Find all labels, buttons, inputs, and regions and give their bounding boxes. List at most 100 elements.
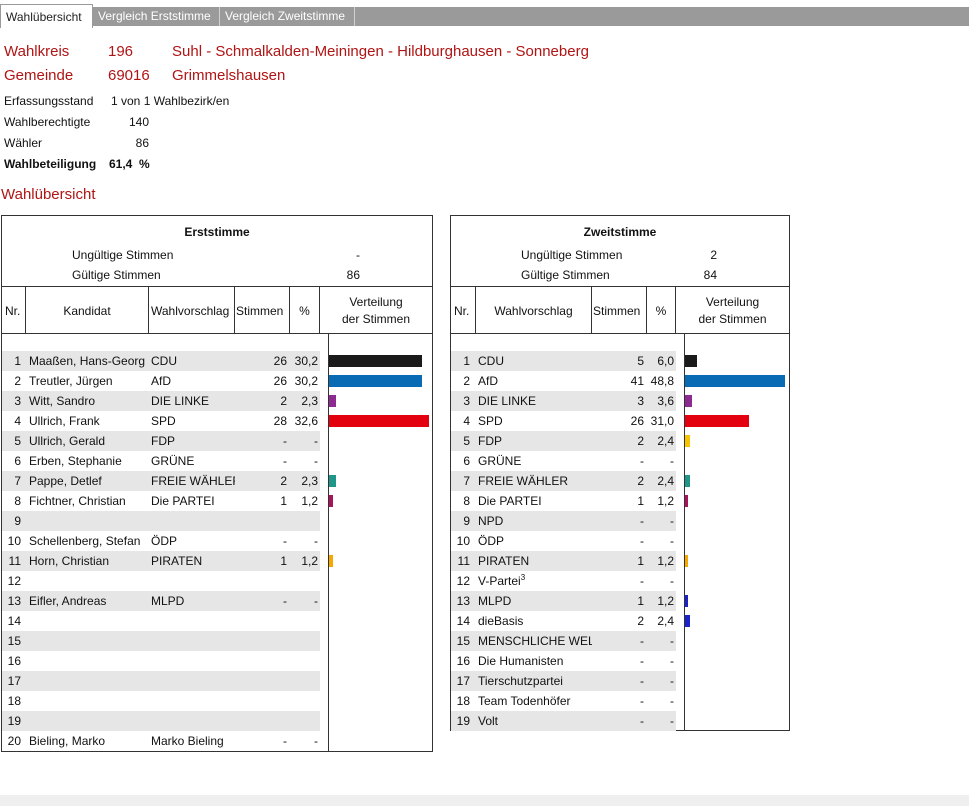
wahlvorschlag: dieBasis	[478, 611, 592, 631]
percent-value: 1,2	[657, 554, 674, 568]
percent-value: -	[314, 434, 318, 448]
stimmen-value: 5	[637, 354, 644, 368]
wahlvorschlag-label: NPD	[478, 514, 504, 528]
stimmen-value: -	[283, 594, 287, 608]
kandidat-name: Horn, Christian	[29, 554, 110, 568]
wahlvorschlag: V-Partei3	[478, 571, 592, 591]
vote-bar	[329, 555, 333, 567]
wahlvorschlag-label: Die Humanisten	[478, 654, 564, 668]
row-nr: 5	[463, 434, 470, 448]
wahlvorschlag: PIRATEN	[478, 551, 592, 571]
wahlvorschlag: MENSCHLICHE WELT	[478, 631, 592, 651]
wahlvorschlag: SPD	[478, 411, 592, 431]
column-divider	[475, 286, 476, 333]
erfassungsstand-value: 1 von 1 Wahlbezirk/en	[111, 94, 230, 108]
ungueltige-stimmen-value: -	[356, 248, 360, 262]
percent-value: 48,8	[650, 374, 674, 388]
stimmen-value: -	[640, 574, 644, 588]
gueltige-stimmen-value: 84	[703, 268, 717, 282]
bar-axis-line	[328, 333, 329, 751]
table-row: 6 GRÜNE - -	[451, 451, 676, 471]
table-row: 14 dieBasis 2 2,4	[451, 611, 676, 631]
wahlvorschlag-label: PIRATEN	[478, 554, 530, 568]
table-row: 9	[2, 511, 320, 531]
table-row: 17 Tierschutzpartei - -	[451, 671, 676, 691]
table-row: 13 MLPD 1 1,2	[451, 591, 676, 611]
percent-value: -	[670, 514, 674, 528]
column-header-nr: Nr.	[454, 304, 470, 318]
row-nr: 7	[14, 474, 21, 488]
percent-value: -	[670, 714, 674, 728]
table-row: 6 Erben, Stephanie GRÜNE - -	[2, 451, 320, 471]
vote-bar	[329, 355, 422, 367]
kandidat-name: Ullrich, Gerald	[29, 434, 106, 448]
row-nr: 16	[456, 654, 470, 668]
percent-value: -	[670, 574, 674, 588]
wahlvorschlag-label: MENSCHLICHE WELT	[478, 634, 592, 648]
stimmen-value: 1	[637, 594, 644, 608]
tab-wahluebersicht[interactable]: Wahlübersicht	[0, 4, 93, 28]
table-row: 7 Pappe, Detlef FREIE WÄHLER 2 2,3	[2, 471, 320, 491]
vote-bar	[685, 495, 688, 507]
ungueltige-stimmen-value: 2	[710, 248, 717, 262]
kandidat-name: Erben, Stephanie	[29, 454, 122, 468]
vote-bar	[685, 395, 692, 407]
wahlvorschlag-label: FREIE WÄHLER	[478, 474, 569, 488]
tab-vergleich-erststimme[interactable]: Vergleich Erststimme	[93, 7, 220, 26]
kandidat-name: Fichtner, Christian	[29, 494, 126, 508]
wahlvorschlag-label: Die PARTEI	[478, 494, 542, 508]
stimmen-value: -	[640, 454, 644, 468]
stimmen-value: -	[283, 454, 287, 468]
percent-value: -	[670, 534, 674, 548]
column-divider	[646, 286, 647, 333]
stimmen-value: 2	[637, 434, 644, 448]
column-divider	[319, 286, 320, 333]
wahlvorschlag: CDU	[478, 351, 592, 371]
erststimme-panel: Erststimme Ungültige Stimmen - Gültige S…	[1, 215, 433, 752]
wahlvorschlag: FREIE WÄHLER	[151, 474, 235, 488]
stimmen-value: 3	[637, 394, 644, 408]
tab-vergleich-zweitstimme[interactable]: Vergleich Zweitstimme	[220, 7, 355, 26]
column-header-kandidat: Kandidat	[63, 304, 111, 318]
table-row: 9 NPD - -	[451, 511, 676, 531]
percent-value: 30,2	[294, 374, 318, 388]
row-nr: 13	[7, 594, 21, 608]
column-header-stimmen: Stimmen	[236, 304, 284, 318]
tab-bar-background	[0, 7, 969, 26]
row-nr: 6	[463, 454, 470, 468]
stimmen-value: 28	[273, 414, 287, 428]
vote-bar	[329, 415, 429, 427]
column-divider	[234, 286, 235, 333]
wahlvorschlag-label: dieBasis	[478, 614, 524, 628]
table-row: 16	[2, 651, 320, 671]
table-row: 12 V-Partei3 - -	[451, 571, 676, 591]
row-nr: 9	[14, 514, 21, 528]
row-nr: 10	[456, 534, 470, 548]
wahlbeteiligung-unit: %	[139, 157, 150, 171]
wahlvorschlag: ÖDP	[478, 531, 592, 551]
kandidat-name: Bieling, Marko	[29, 734, 106, 748]
percent-value: -	[314, 594, 318, 608]
wahlbeteiligung-label: Wahlbeteiligung	[4, 157, 97, 171]
table-row: 1 CDU 5 6,0	[451, 351, 676, 371]
column-header-verteilung-sub: der Stimmen	[698, 312, 767, 326]
wahlvorschlag: FDP	[478, 431, 592, 451]
column-header-percent: %	[655, 304, 667, 318]
table-row: 11 PIRATEN 1 1,2	[451, 551, 676, 571]
stimmen-value: -	[640, 534, 644, 548]
table-row: 4 Ullrich, Frank SPD 28 32,6	[2, 411, 320, 431]
wahlberechtigte-value: 140	[128, 115, 149, 129]
percent-value: 3,6	[657, 394, 674, 408]
percent-value: -	[670, 654, 674, 668]
wahlvorschlag: Die PARTEI	[151, 494, 215, 508]
kandidat-name: Schellenberg, Stefan	[29, 534, 141, 548]
column-divider	[25, 286, 26, 333]
stimmen-value: -	[640, 674, 644, 688]
stimmen-value: 2	[637, 614, 644, 628]
stimmen-value: 26	[273, 354, 287, 368]
row-nr: 1	[463, 354, 470, 368]
vote-bar	[685, 375, 785, 387]
table-row: 19	[2, 711, 320, 731]
table-row: 3 DIE LINKE 3 3,6	[451, 391, 676, 411]
percent-value: 2,4	[657, 434, 674, 448]
